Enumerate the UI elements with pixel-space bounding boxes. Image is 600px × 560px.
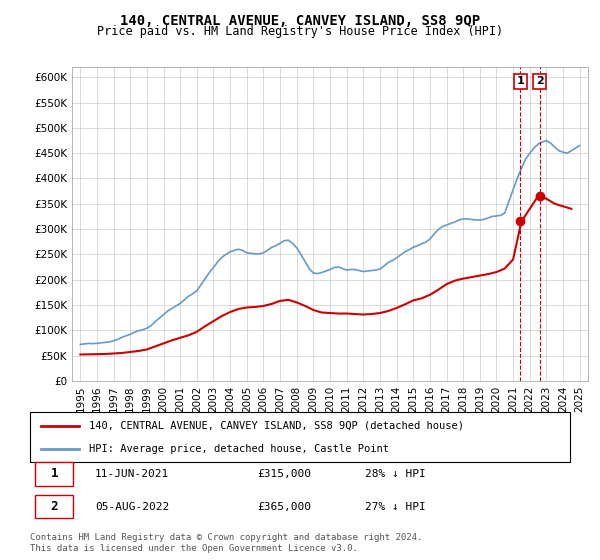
- Text: 140, CENTRAL AVENUE, CANVEY ISLAND, SS8 9QP (detached house): 140, CENTRAL AVENUE, CANVEY ISLAND, SS8 …: [89, 421, 464, 431]
- FancyBboxPatch shape: [35, 495, 73, 519]
- Text: 05-AUG-2022: 05-AUG-2022: [95, 502, 169, 512]
- Text: £315,000: £315,000: [257, 469, 311, 479]
- Text: 140, CENTRAL AVENUE, CANVEY ISLAND, SS8 9QP: 140, CENTRAL AVENUE, CANVEY ISLAND, SS8 …: [120, 14, 480, 28]
- Text: £365,000: £365,000: [257, 502, 311, 512]
- Text: 11-JUN-2021: 11-JUN-2021: [95, 469, 169, 479]
- Text: Contains HM Land Registry data © Crown copyright and database right 2024.
This d: Contains HM Land Registry data © Crown c…: [30, 533, 422, 553]
- Text: Price paid vs. HM Land Registry's House Price Index (HPI): Price paid vs. HM Land Registry's House …: [97, 25, 503, 38]
- Text: 1: 1: [50, 468, 58, 480]
- Text: 2: 2: [536, 76, 544, 86]
- Text: 28% ↓ HPI: 28% ↓ HPI: [365, 469, 425, 479]
- Text: 27% ↓ HPI: 27% ↓ HPI: [365, 502, 425, 512]
- Text: 1: 1: [517, 76, 524, 86]
- Text: 2: 2: [50, 500, 58, 513]
- FancyBboxPatch shape: [35, 463, 73, 486]
- FancyBboxPatch shape: [30, 412, 570, 462]
- Text: HPI: Average price, detached house, Castle Point: HPI: Average price, detached house, Cast…: [89, 445, 389, 454]
